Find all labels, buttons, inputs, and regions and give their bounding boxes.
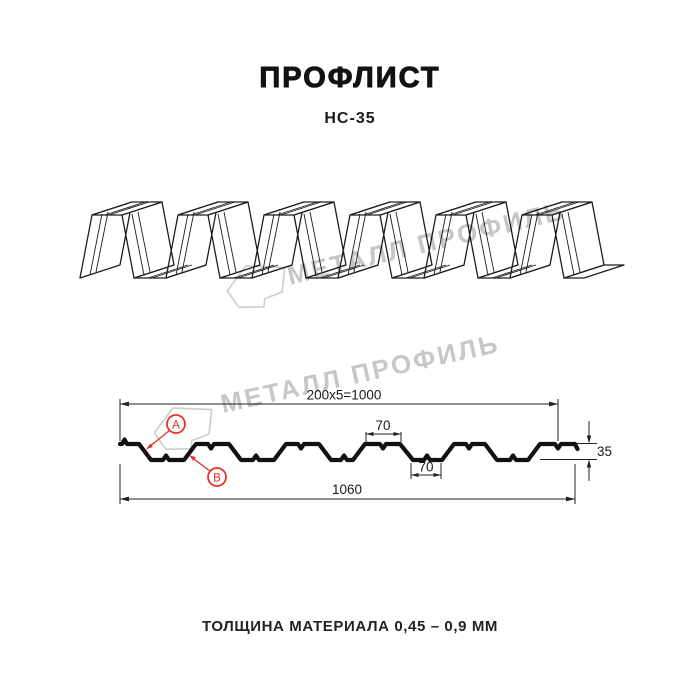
page-title: ПРОФЛИСТ [259,62,441,95]
dimension-overall-width: 1060 [119,464,576,504]
trough-flange-value: 70 [418,460,433,475]
3d-crest-faces [91,201,593,216]
profile-model-code: НС-35 [324,110,376,127]
working-width-value: 200x5=1000 [307,388,382,403]
material-thickness-caption: ТОЛЩИНА МАТЕРИАЛА 0,45 – 0,9 ММ [201,618,499,635]
callout-b: B [189,455,227,487]
callout-b-letter: B [213,472,221,484]
height-value: 35 [597,444,612,459]
callout-a: A [146,414,186,450]
profile-outline [117,437,580,463]
watermark-text-lower: МЕТАЛЛ ПРОФИЛЬ [218,328,503,419]
metall-profil-logo-icon [153,407,213,451]
callout-a-letter: A [172,419,180,431]
profile-3d-view [79,201,625,279]
metall-profil-logo-icon [226,265,286,309]
dimension-crest-flange: 70 [365,418,402,442]
callout-annotations: A B [146,414,227,487]
crest-flange-value: 70 [375,418,390,433]
overall-width-value: 1060 [332,482,362,497]
3d-groove-lines [89,201,581,279]
dimension-height: 35 [540,421,612,481]
dimension-trough-flange: 70 [410,460,442,479]
dimension-working-width: 200x5=1000 [119,388,559,441]
cross-section-drawing: 200x5=1000 70 70 [117,388,612,504]
